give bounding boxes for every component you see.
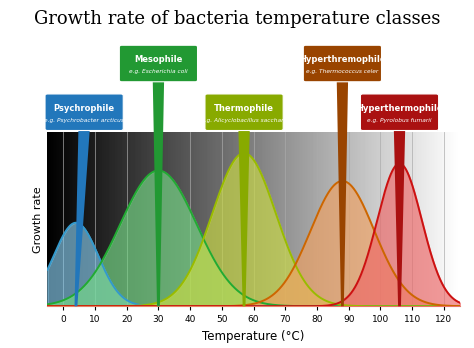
- Text: e.g. Pyrolobus fumarii: e.g. Pyrolobus fumarii: [367, 118, 432, 123]
- Text: Mesophile: Mesophile: [134, 55, 182, 64]
- X-axis label: Temperature (°C): Temperature (°C): [202, 330, 305, 343]
- Text: Psychrophile: Psychrophile: [54, 104, 115, 113]
- Text: Hyperthermophile: Hyperthermophile: [356, 104, 443, 113]
- Text: e.g. Thermococcus celer: e.g. Thermococcus celer: [306, 69, 379, 74]
- Y-axis label: Growth rate: Growth rate: [33, 186, 43, 253]
- Text: e.g. Escherichia coli: e.g. Escherichia coli: [129, 69, 188, 74]
- Text: e.g. Alicyclobacillus saccharii: e.g. Alicyclobacillus saccharii: [201, 118, 287, 123]
- Text: Thermophile: Thermophile: [214, 104, 274, 113]
- Text: e.g. Psychrobacter arcticus: e.g. Psychrobacter arcticus: [44, 118, 124, 123]
- Text: Hyperthremophile: Hyperthremophile: [299, 55, 386, 64]
- Text: Growth rate of bacteria temperature classes: Growth rate of bacteria temperature clas…: [34, 10, 440, 29]
